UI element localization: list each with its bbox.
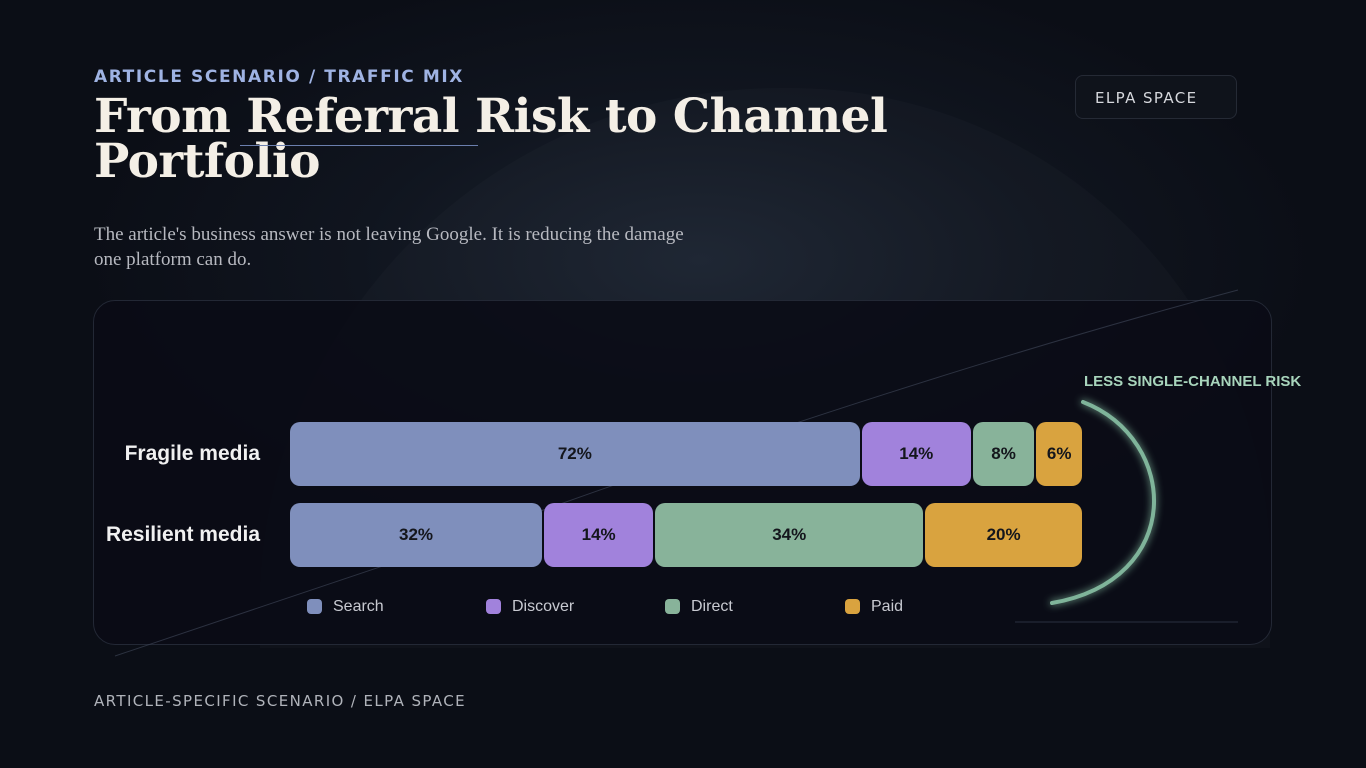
bar-resilient-media-discover: 14% xyxy=(544,503,654,567)
legend-item-direct: Direct xyxy=(665,598,733,616)
title-underline xyxy=(240,145,478,146)
legend-item-discover: Discover xyxy=(486,598,574,616)
row-label-fragile-media: Fragile media xyxy=(124,442,260,465)
legend-swatch-search xyxy=(307,599,322,614)
page-subtitle: The article's business answer is not lea… xyxy=(94,224,684,270)
legend-item-search: Search xyxy=(307,598,384,616)
risk-arc xyxy=(1050,400,1156,605)
legend-swatch-direct xyxy=(665,599,680,614)
legend-label-direct: Direct xyxy=(691,598,733,615)
footer-caption: ARTICLE-SPECIFIC SCENARIO / ELPA SPACE xyxy=(94,692,467,710)
legend-label-paid: Paid xyxy=(871,598,904,615)
bar-resilient-media-direct: 34% xyxy=(655,503,924,567)
risk-annotation: LESS SINGLE-CHANNEL RISK xyxy=(1084,373,1302,390)
legend-swatch-paid xyxy=(845,599,860,614)
legend-label-search: Search xyxy=(333,598,384,615)
bar-fragile-media-discover: 14% xyxy=(861,422,971,486)
legend-swatch-discover xyxy=(486,599,501,614)
legend-item-paid: Paid xyxy=(845,598,903,616)
bar-resilient-media-search: 32% xyxy=(290,503,543,567)
bar-resilient-media-paid: 20% xyxy=(925,503,1082,567)
brand-badge: ELPA SPACE xyxy=(1075,75,1237,119)
page-title: From Referral Risk to Channel Portfolio xyxy=(94,89,888,189)
bar-fragile-media-direct: 8% xyxy=(972,422,1035,486)
bar-fragile-media-paid: 6% xyxy=(1036,422,1082,486)
row-label-resilient-media: Resilient media xyxy=(105,523,260,546)
legend-label-discover: Discover xyxy=(512,598,575,615)
eyebrow: ARTICLE SCENARIO / TRAFFIC MIX xyxy=(94,67,465,87)
bar-fragile-media-search: 72% xyxy=(290,422,860,486)
